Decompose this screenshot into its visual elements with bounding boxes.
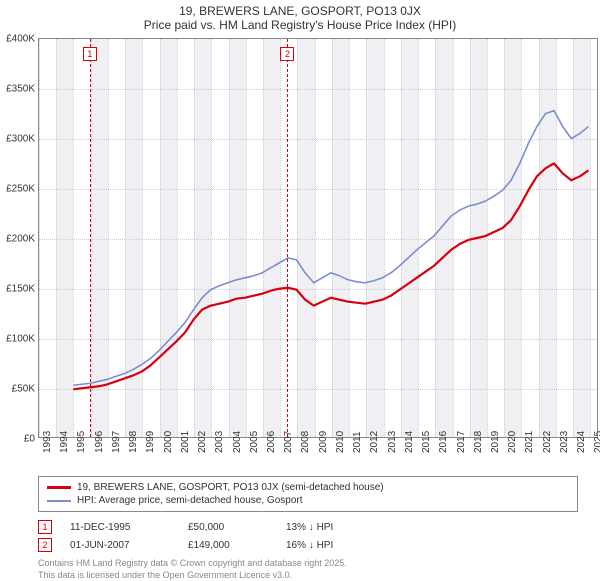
chart-plot-area: £0£50K£100K£150K£200K£250K£300K£350K£400…: [38, 38, 598, 438]
y-tick-label: £250K: [6, 184, 35, 195]
series-property: [73, 163, 588, 389]
x-tick-label: 2015: [421, 431, 432, 453]
legend-swatch: [47, 500, 71, 502]
y-tick-label: £150K: [6, 284, 35, 295]
x-axis: 1993199419951996199719981999200020012002…: [39, 437, 597, 467]
event-date: 01-JUN-2007: [70, 540, 170, 551]
x-tick-label: 2021: [524, 431, 535, 453]
y-tick-label: £200K: [6, 234, 35, 245]
x-tick-label: 2001: [180, 431, 191, 453]
event-marker-2: 2: [280, 47, 294, 61]
y-tick-label: £0: [24, 434, 35, 445]
y-tick-label: £100K: [6, 334, 35, 345]
x-tick-label: 2025: [593, 431, 600, 453]
x-tick-label: 1996: [94, 431, 105, 453]
attribution: Contains HM Land Registry data © Crown c…: [38, 558, 578, 581]
event-hpi: 13% ↓ HPI: [286, 522, 376, 533]
legend-item: 19, BREWERS LANE, GOSPORT, PO13 0JX (sem…: [47, 481, 569, 494]
y-tick-label: £300K: [6, 134, 35, 145]
x-tick-label: 2008: [300, 431, 311, 453]
x-tick-label: 2019: [490, 431, 501, 453]
x-tick-label: 2020: [507, 431, 518, 453]
x-tick-label: 2007: [283, 431, 294, 453]
x-tick-label: 2017: [456, 431, 467, 453]
series-hpi: [73, 111, 588, 386]
chart-container: 19, BREWERS LANE, GOSPORT, PO13 0JX Pric…: [0, 0, 600, 560]
line-plot: [39, 39, 597, 437]
x-tick-label: 2023: [559, 431, 570, 453]
x-tick-label: 2014: [404, 431, 415, 453]
event-row: 1 11-DEC-1995 £50,000 13% ↓ HPI: [38, 518, 578, 536]
x-tick-label: 1995: [76, 431, 87, 453]
legend-label: 19, BREWERS LANE, GOSPORT, PO13 0JX (sem…: [77, 482, 384, 493]
x-tick-label: 2000: [163, 431, 174, 453]
event-marker-icon: 2: [38, 538, 52, 552]
legend-label: HPI: Average price, semi-detached house,…: [77, 495, 303, 506]
event-marker-icon: 1: [38, 520, 52, 534]
event-price: £149,000: [188, 540, 268, 551]
event-marker-1: 1: [83, 47, 97, 61]
x-tick-label: 2016: [438, 431, 449, 453]
x-tick-label: 2013: [387, 431, 398, 453]
y-axis: £0£50K£100K£150K£200K£250K£300K£350K£400…: [1, 39, 37, 437]
y-tick-label: £50K: [12, 384, 35, 395]
legend-item: HPI: Average price, semi-detached house,…: [47, 494, 569, 507]
x-tick-label: 2011: [352, 431, 363, 453]
x-tick-label: 1994: [59, 431, 70, 453]
legend: 19, BREWERS LANE, GOSPORT, PO13 0JX (sem…: [38, 476, 578, 512]
x-tick-label: 2022: [542, 431, 553, 453]
legend-swatch: [47, 486, 71, 489]
x-tick-label: 1999: [145, 431, 156, 453]
x-tick-label: 1997: [111, 431, 122, 453]
chart-subtitle: Price paid vs. HM Land Registry's House …: [0, 18, 600, 38]
event-row: 2 01-JUN-2007 £149,000 16% ↓ HPI: [38, 536, 578, 554]
y-tick-label: £350K: [6, 84, 35, 95]
x-tick-label: 2006: [266, 431, 277, 453]
x-tick-label: 2024: [576, 431, 587, 453]
x-tick-label: 2002: [197, 431, 208, 453]
attribution-line2: This data is licensed under the Open Gov…: [38, 570, 578, 581]
x-tick-label: 2005: [249, 431, 260, 453]
event-hpi: 16% ↓ HPI: [286, 540, 376, 551]
x-tick-label: 2018: [473, 431, 484, 453]
x-tick-label: 1998: [128, 431, 139, 453]
event-price: £50,000: [188, 522, 268, 533]
x-tick-label: 2003: [214, 431, 225, 453]
x-tick-label: 1993: [42, 431, 53, 453]
chart-title: 19, BREWERS LANE, GOSPORT, PO13 0JX: [0, 0, 600, 18]
x-tick-label: 2004: [232, 431, 243, 453]
x-tick-label: 2012: [369, 431, 380, 453]
x-tick-label: 2009: [318, 431, 329, 453]
event-date: 11-DEC-1995: [70, 522, 170, 533]
x-tick-label: 2010: [335, 431, 346, 453]
event-list: 1 11-DEC-1995 £50,000 13% ↓ HPI 2 01-JUN-2007…: [38, 518, 578, 554]
y-tick-label: £400K: [6, 34, 35, 45]
